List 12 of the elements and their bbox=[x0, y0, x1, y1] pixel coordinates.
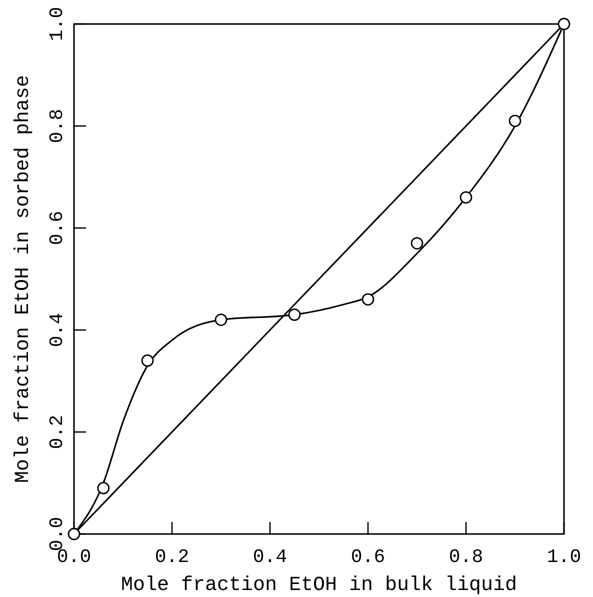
y-tick-label: 1.0 bbox=[46, 6, 68, 42]
y-tick-label: 0.2 bbox=[46, 414, 68, 450]
x-tick-label: 0.6 bbox=[350, 546, 386, 568]
y-axis-title: Mole fraction EtOH in sorbed phase bbox=[12, 74, 35, 484]
x-tick-label: 0.8 bbox=[448, 546, 484, 568]
y-tick-label: 0.4 bbox=[46, 312, 68, 348]
y-tick-label: 0.6 bbox=[46, 210, 68, 246]
x-axis-title: Mole fraction EtOH in bulk liquid bbox=[120, 574, 518, 597]
x-tick-label: 0.2 bbox=[154, 546, 190, 568]
y-tick-label: 0.8 bbox=[46, 108, 68, 144]
x-tick-label: 0.4 bbox=[252, 546, 288, 568]
x-tick-label: 1.0 bbox=[546, 546, 582, 568]
